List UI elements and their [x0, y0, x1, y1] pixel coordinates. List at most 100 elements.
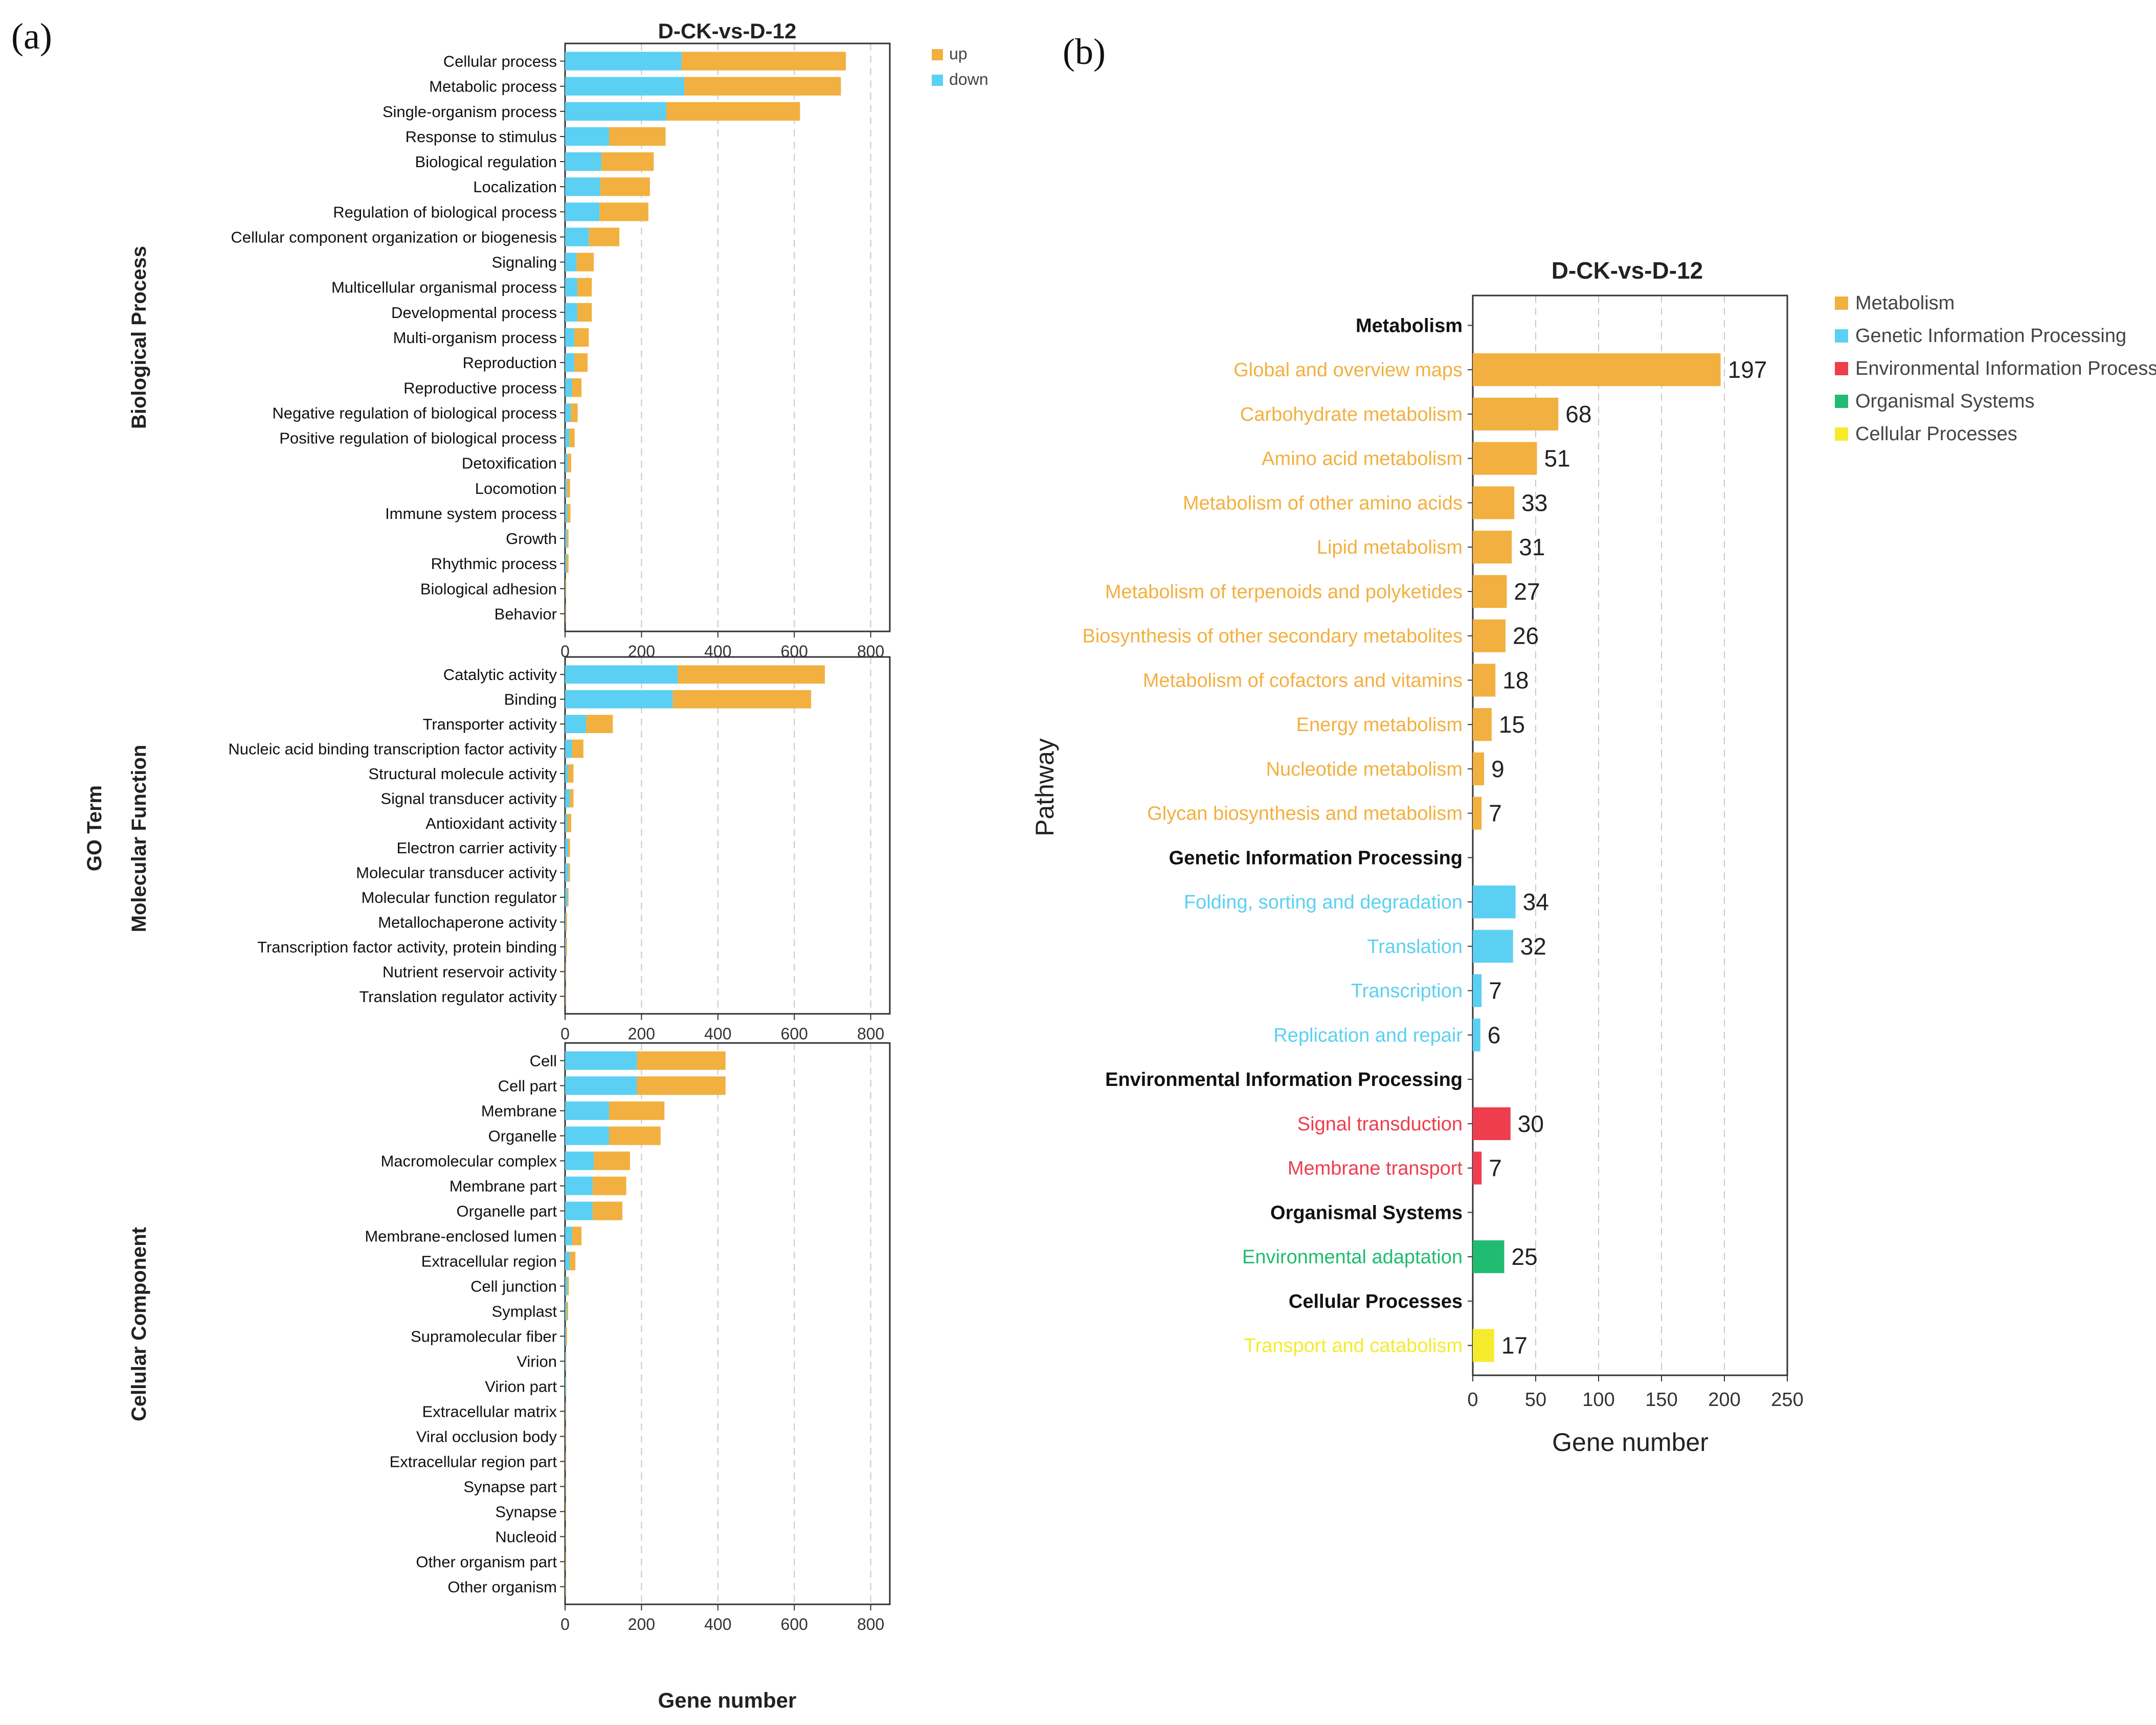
- category-label: Multicellular organismal process: [331, 279, 557, 297]
- bar-up-organelle-part: [592, 1201, 623, 1220]
- bar-down-transporter-activity: [565, 715, 587, 733]
- group-label: Molecular Function: [128, 745, 150, 933]
- value-label: 7: [1489, 978, 1502, 1004]
- bar-down-multicellular-organismal-process: [565, 278, 577, 297]
- go-panel-molecular-function: Catalytic activity Binding Transporter act…: [128, 656, 891, 1043]
- group-header: Environmental Information Processing: [1105, 1069, 1463, 1091]
- panel-b-xlabel: Gene number: [1552, 1428, 1709, 1457]
- pathway-label: Biosynthesis of other secondary metaboli…: [1082, 626, 1463, 647]
- category-label: Membrane part: [450, 1177, 557, 1195]
- bar-carbohydrate-metabolism: [1473, 397, 1559, 430]
- bar-up-molecular-function-regulator: [567, 888, 569, 906]
- category-label: Immune system process: [385, 505, 557, 523]
- x-tick-label: 600: [781, 1615, 808, 1633]
- bar-up-transcription-factor-activity-protein-binding: [566, 938, 567, 956]
- legend-label: Genetic Information Processing: [1855, 325, 2126, 347]
- x-tick-label: 100: [1582, 1389, 1614, 1411]
- bar-down-virion: [565, 1352, 566, 1371]
- value-label: 51: [1544, 445, 1570, 472]
- bar-up-extracellular-region-part: [565, 1452, 566, 1471]
- bar-up-developmental-process: [577, 303, 592, 322]
- pathway-label: Metabolism of cofactors and vitamins: [1143, 670, 1463, 691]
- plot-frame: [564, 1042, 891, 1605]
- bar-down-localization: [565, 177, 600, 196]
- x-tick-label: 50: [1525, 1389, 1546, 1411]
- bar-up-detoxification: [568, 453, 571, 472]
- value-label: 25: [1512, 1243, 1538, 1270]
- x-tick-label: 800: [857, 1025, 884, 1043]
- panel-a-legend: up down: [932, 44, 989, 88]
- category-label: Localization: [473, 178, 557, 196]
- value-label: 34: [1523, 889, 1549, 915]
- bar-nucleotide-metabolism: [1473, 752, 1485, 785]
- bar-up-locomotion: [567, 479, 570, 497]
- pathway-label: Environmental adaptation: [1242, 1246, 1463, 1268]
- legend-label: Environmental Information Processing: [1855, 358, 2156, 379]
- panel-b: (b) D-CK-vs-D-12 Metabolism 197 Global and o…: [1030, 31, 2156, 1457]
- bar-down-membrane-enclosed-lumen: [565, 1227, 572, 1245]
- bar-energy-metabolism: [1473, 708, 1492, 741]
- category-label: Negative regulation of biological proces…: [272, 404, 557, 422]
- bar-up-cell-junction: [567, 1277, 569, 1296]
- value-label: 7: [1489, 1155, 1502, 1182]
- category-label: Single-organism process: [383, 103, 557, 121]
- pathway-label: Translation: [1367, 936, 1463, 958]
- group-label: Cellular Component: [128, 1227, 150, 1421]
- category-label: Symplast: [492, 1303, 557, 1321]
- category-label: Growth: [506, 530, 557, 548]
- legend-label: Cellular Processes: [1855, 423, 2017, 445]
- value-label: 197: [1728, 356, 1767, 383]
- category-label: Synapse part: [463, 1478, 557, 1496]
- bar-up-localization: [600, 177, 650, 196]
- bar-up-nucleic-acid-binding-transcription-factor-activity: [572, 739, 583, 758]
- bar-down-symplast: [565, 1302, 567, 1321]
- group-header: Genetic Information Processing: [1169, 847, 1463, 869]
- bar-down-metallochaperone-activity: [565, 913, 566, 932]
- bar-down-signal-transducer-activity: [565, 789, 570, 808]
- category-label: Electron carrier activity: [396, 839, 557, 857]
- category-label: Biological regulation: [415, 153, 557, 171]
- category-label: Cell part: [498, 1077, 557, 1095]
- bar-up-organelle: [609, 1126, 661, 1145]
- bar-up-structural-molecule-activity: [568, 764, 574, 783]
- bar-metabolism-of-terpenoids-and-polyketides: [1473, 575, 1507, 608]
- pathway-label: Lipid metabolism: [1317, 537, 1463, 558]
- category-label: Cell: [530, 1052, 557, 1070]
- go-panel-cellular-component: Cell Cell part Membrane Organelle Macromolec…: [128, 1042, 891, 1633]
- category-label: Membrane-enclosed lumen: [365, 1228, 557, 1245]
- bar-transport-and-catabolism: [1473, 1329, 1494, 1362]
- bar-up-membrane-part: [592, 1176, 626, 1195]
- bar-translation: [1473, 929, 1513, 963]
- category-label: Nucleic acid binding transcription facto…: [228, 740, 557, 758]
- category-label: Viral occlusion body: [416, 1428, 557, 1446]
- bar-down-extracellular-region: [565, 1252, 570, 1270]
- bar-up-nutrient-reservoir-activity: [565, 962, 566, 981]
- bar-down-reproduction: [565, 353, 574, 372]
- bar-up-translation-regulator-activity: [565, 987, 566, 1006]
- bar-up-cellular-component-organization-or-biogenesis: [589, 228, 620, 246]
- bar-up-metabolic-process: [684, 77, 841, 96]
- bar-down-detoxification: [565, 453, 568, 472]
- bar-membrane-transport: [1473, 1151, 1482, 1185]
- category-label: Regulation of biological process: [333, 203, 557, 221]
- category-label: Molecular function regulator: [361, 889, 557, 906]
- bar-down-regulation-of-biological-process: [565, 202, 600, 221]
- bar-up-regulation-of-biological-process: [599, 202, 648, 221]
- x-tick-label: 0: [560, 642, 570, 661]
- bar-up-binding: [672, 690, 812, 709]
- bar-down-cellular-process: [565, 52, 682, 71]
- category-label: Transcription factor activity, protein b…: [257, 938, 557, 956]
- bar-down-organelle-part: [565, 1201, 593, 1220]
- pathway-label: Global and overview maps: [1233, 359, 1463, 381]
- category-label: Developmental process: [391, 304, 557, 322]
- panel-b-legend: Metabolism Genetic Information Processing…: [1835, 292, 2156, 445]
- category-label: Rhythmic process: [431, 555, 557, 573]
- value-label: 7: [1489, 800, 1502, 827]
- legend-label: Metabolism: [1855, 292, 1955, 314]
- bar-down-biological-regulation: [565, 152, 601, 171]
- category-label: Organelle: [488, 1127, 557, 1145]
- bar-down-metabolic-process: [565, 77, 685, 96]
- value-label: 18: [1502, 667, 1529, 693]
- bar-down-reproductive-process: [565, 378, 572, 397]
